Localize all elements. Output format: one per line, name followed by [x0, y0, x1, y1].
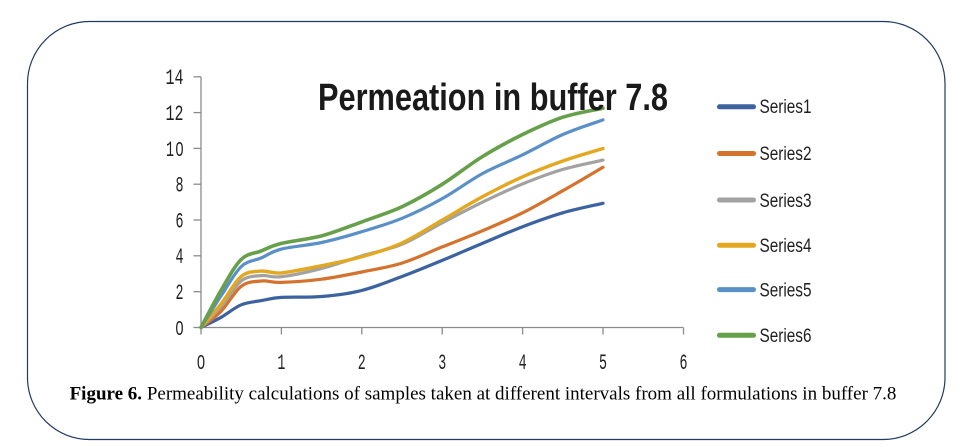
svg-text:12: 12	[166, 102, 184, 127]
svg-text:Series2: Series2	[760, 144, 812, 165]
svg-text:6: 6	[176, 209, 184, 234]
svg-text:Series1: Series1	[760, 97, 812, 118]
svg-text:Permeation in buffer 7.8: Permeation in buffer 7.8	[318, 77, 668, 119]
svg-text:Series4: Series4	[760, 236, 812, 257]
svg-text:0: 0	[176, 317, 184, 340]
svg-text:1: 1	[277, 351, 285, 376]
svg-text:4: 4	[176, 245, 184, 270]
svg-text:0: 0	[176, 138, 184, 161]
svg-text:1: 1	[166, 138, 174, 163]
svg-text:6: 6	[680, 351, 688, 376]
svg-text:4: 4	[519, 351, 527, 376]
svg-text:Figure 6. Permeability calcula: Figure 6. Permeability calculations of s…	[70, 384, 897, 405]
svg-text:2: 2	[358, 351, 366, 376]
svg-text:Series5: Series5	[760, 280, 812, 301]
svg-text:Series6: Series6	[760, 326, 812, 347]
svg-text:8: 8	[176, 174, 184, 199]
svg-text:2: 2	[176, 281, 184, 306]
svg-text:14: 14	[166, 66, 184, 91]
svg-text:Series3: Series3	[760, 191, 812, 212]
svg-text:5: 5	[599, 351, 607, 376]
svg-text:3: 3	[438, 351, 446, 376]
svg-text:0: 0	[197, 351, 205, 374]
